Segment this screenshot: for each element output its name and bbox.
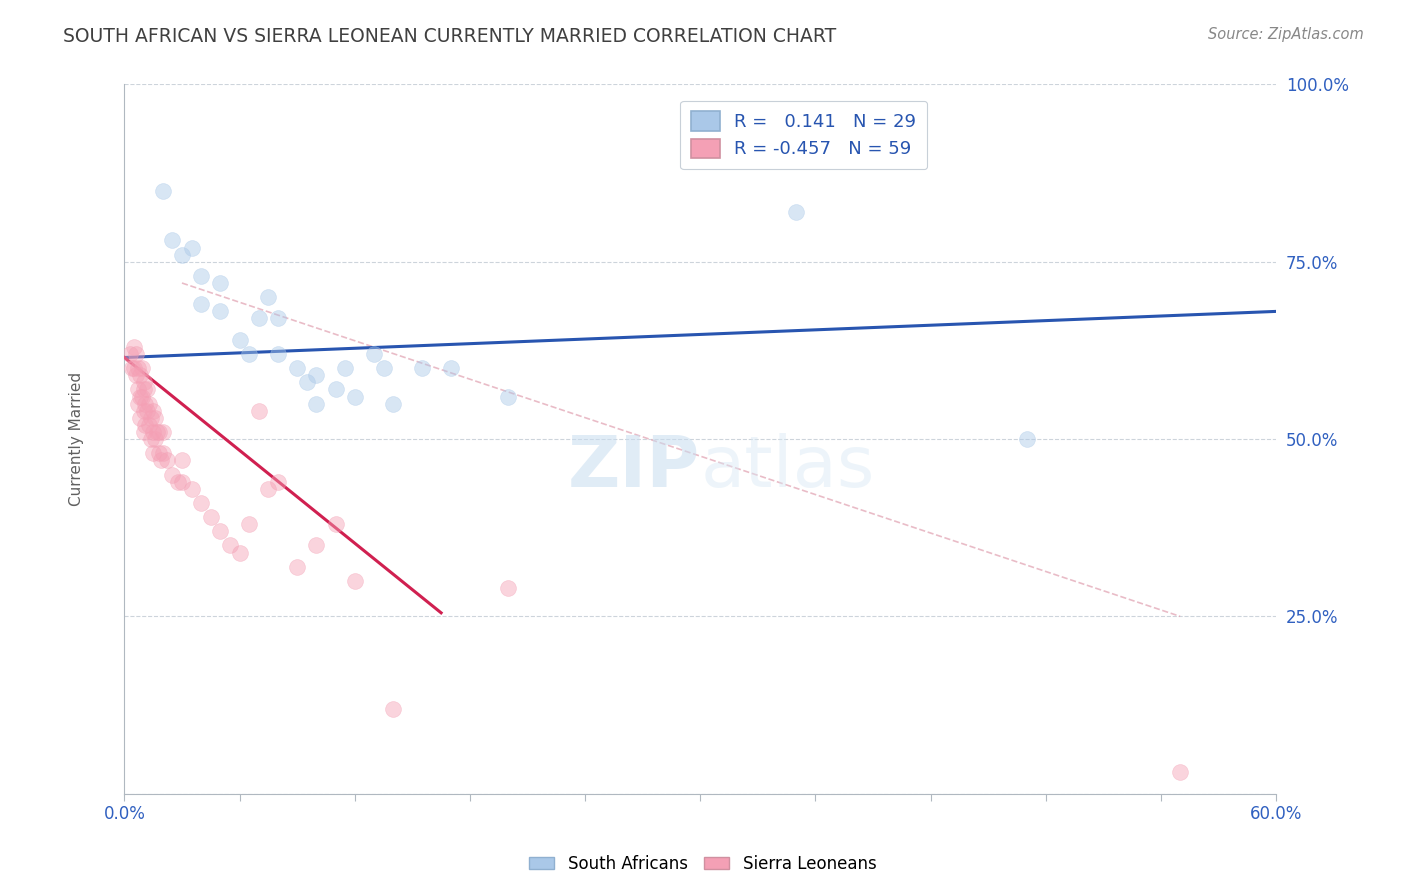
Point xyxy=(209,524,232,539)
Point xyxy=(138,396,160,410)
Text: atlas: atlas xyxy=(700,433,875,502)
Point xyxy=(1168,765,1191,780)
Point xyxy=(142,403,165,417)
Point xyxy=(127,396,149,410)
Point xyxy=(132,376,155,390)
Point xyxy=(162,467,184,482)
Point xyxy=(382,396,405,410)
Point xyxy=(170,453,193,467)
Point xyxy=(180,482,202,496)
Point xyxy=(152,184,174,198)
Point xyxy=(152,446,174,460)
Point xyxy=(134,417,156,432)
Point xyxy=(128,410,150,425)
Point xyxy=(148,446,170,460)
Point xyxy=(120,347,142,361)
Point xyxy=(498,581,520,595)
Point xyxy=(228,545,250,559)
Point xyxy=(141,410,163,425)
Point xyxy=(122,340,145,354)
Point xyxy=(149,453,172,467)
Point xyxy=(285,559,308,574)
Point xyxy=(209,276,232,290)
Point xyxy=(295,376,318,390)
Point xyxy=(1015,432,1038,446)
Point xyxy=(148,425,170,439)
Point xyxy=(373,361,395,376)
Point xyxy=(190,297,212,311)
Point xyxy=(127,361,149,376)
Point xyxy=(267,475,290,489)
Point xyxy=(121,361,143,376)
Point xyxy=(238,517,260,532)
Point xyxy=(247,311,270,326)
Point xyxy=(305,396,328,410)
Text: ZIP: ZIP xyxy=(568,433,700,502)
Point xyxy=(219,538,242,552)
Point xyxy=(125,368,148,383)
Point xyxy=(267,347,290,361)
Point xyxy=(305,538,328,552)
Text: SOUTH AFRICAN VS SIERRA LEONEAN CURRENTLY MARRIED CORRELATION CHART: SOUTH AFRICAN VS SIERRA LEONEAN CURRENTL… xyxy=(63,27,837,45)
Point xyxy=(142,446,165,460)
Text: Source: ZipAtlas.com: Source: ZipAtlas.com xyxy=(1208,27,1364,42)
Point xyxy=(257,290,280,304)
Point xyxy=(138,417,160,432)
Point xyxy=(257,482,280,496)
Legend: South Africans, Sierra Leoneans: South Africans, Sierra Leoneans xyxy=(523,848,883,880)
Point xyxy=(267,311,290,326)
Point xyxy=(343,390,366,404)
Point xyxy=(247,403,270,417)
Point xyxy=(325,517,347,532)
Legend: R =   0.141   N = 29, R = -0.457   N = 59: R = 0.141 N = 29, R = -0.457 N = 59 xyxy=(681,101,928,169)
Point xyxy=(122,361,145,376)
Point xyxy=(170,475,193,489)
Point xyxy=(143,410,166,425)
Point xyxy=(228,333,250,347)
Y-axis label: Currently Married: Currently Married xyxy=(69,372,84,506)
Point xyxy=(200,510,222,524)
Point xyxy=(128,368,150,383)
Point xyxy=(785,205,807,219)
Point xyxy=(382,701,405,715)
Point xyxy=(305,368,328,383)
Point xyxy=(238,347,260,361)
Point xyxy=(134,396,156,410)
Point xyxy=(440,361,463,376)
Point xyxy=(132,425,155,439)
Point xyxy=(127,383,149,397)
Point xyxy=(136,403,159,417)
Point xyxy=(143,432,166,446)
Point xyxy=(363,347,385,361)
Point xyxy=(190,496,212,510)
Point xyxy=(146,425,169,439)
Point xyxy=(142,425,165,439)
Point xyxy=(162,234,184,248)
Point xyxy=(170,247,193,261)
Point xyxy=(132,383,155,397)
Point xyxy=(136,383,159,397)
Point xyxy=(180,241,202,255)
Point xyxy=(128,390,150,404)
Point xyxy=(209,304,232,318)
Point xyxy=(333,361,356,376)
Point xyxy=(155,453,177,467)
Point xyxy=(131,390,153,404)
Point xyxy=(167,475,190,489)
Point xyxy=(285,361,308,376)
Point xyxy=(343,574,366,588)
Point xyxy=(141,432,163,446)
Point xyxy=(411,361,433,376)
Point xyxy=(152,425,174,439)
Point xyxy=(190,268,212,283)
Point xyxy=(125,347,148,361)
Point xyxy=(131,361,153,376)
Point xyxy=(498,390,520,404)
Point xyxy=(132,403,155,417)
Point xyxy=(325,383,347,397)
